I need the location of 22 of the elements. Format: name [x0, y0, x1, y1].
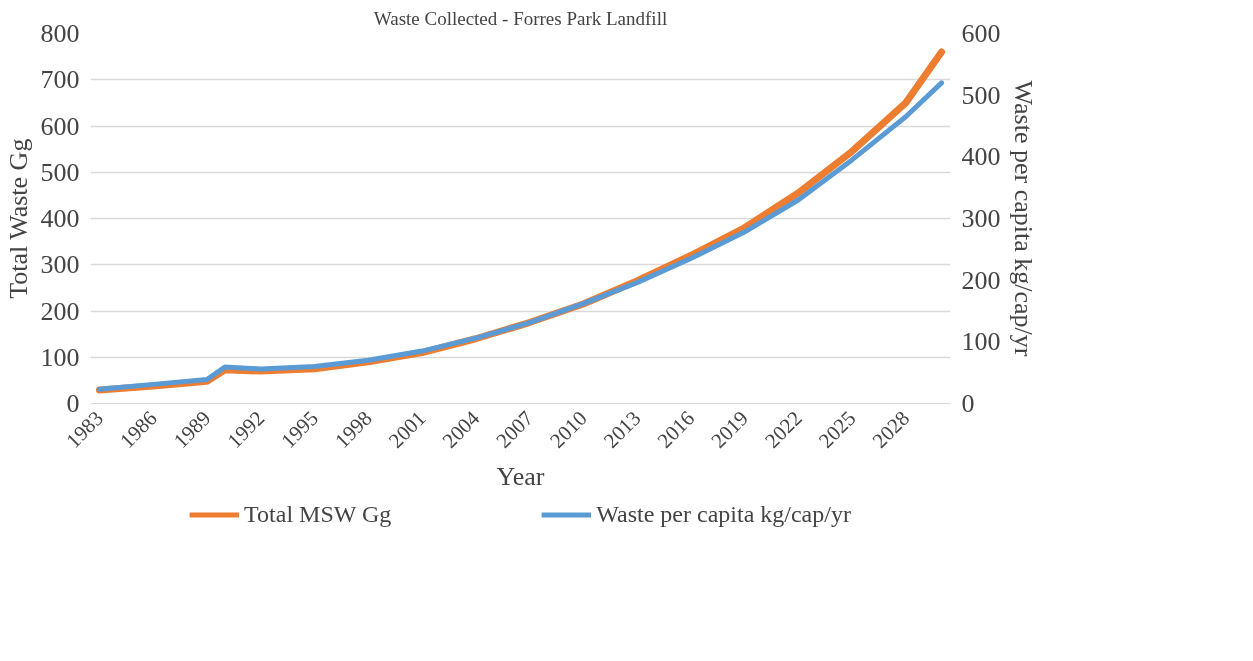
y2-tick-label: 400	[961, 142, 1001, 172]
y-tick-label: 500	[40, 157, 80, 187]
y-tick-label: 0	[66, 389, 80, 418]
y-tick-label: 200	[40, 296, 80, 326]
chart-title: Waste Collected - Forres Park Landfill	[373, 7, 668, 29]
y-axis-title: Total Waste Gg	[3, 138, 33, 299]
y2-tick-label: 0	[961, 389, 975, 418]
y2-tick-label: 500	[961, 80, 1001, 110]
y2-axis-title: Waste per capita kg/cap/yr	[1008, 80, 1038, 357]
y2-tick-label: 600	[961, 19, 1001, 48]
y-tick-label: 400	[40, 204, 80, 233]
y-tick-label: 100	[40, 342, 80, 372]
legend-label: Waste per capita kg/cap/yr	[596, 500, 851, 528]
y2-tick-label: 200	[961, 265, 1001, 295]
y-tick-label: 600	[40, 111, 80, 141]
y-tick-label: 300	[40, 250, 80, 280]
y-tick-label: 800	[40, 19, 80, 48]
legend-label: Total MSW Gg	[244, 500, 392, 528]
x-axis-title: Year	[496, 462, 545, 492]
y2-tick-label: 300	[961, 204, 1001, 233]
y2-tick-label: 100	[961, 327, 1001, 357]
y-tick-label: 700	[40, 65, 80, 95]
